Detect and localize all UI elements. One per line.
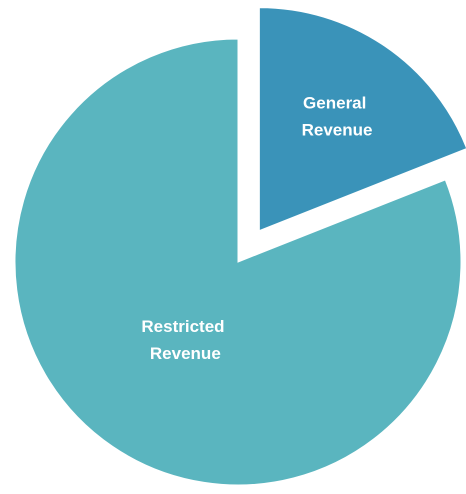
slice-label-line: General [303,94,371,113]
slice-label-line: Revenue [302,121,373,140]
slice-label-line: Revenue [150,344,221,363]
slice-label: General Revenue [302,94,373,140]
pie-slice [14,38,462,486]
slice-label-line: Restricted [141,317,229,336]
slice-label: Restricted Revenue [141,317,229,363]
pie-slice [258,7,466,232]
